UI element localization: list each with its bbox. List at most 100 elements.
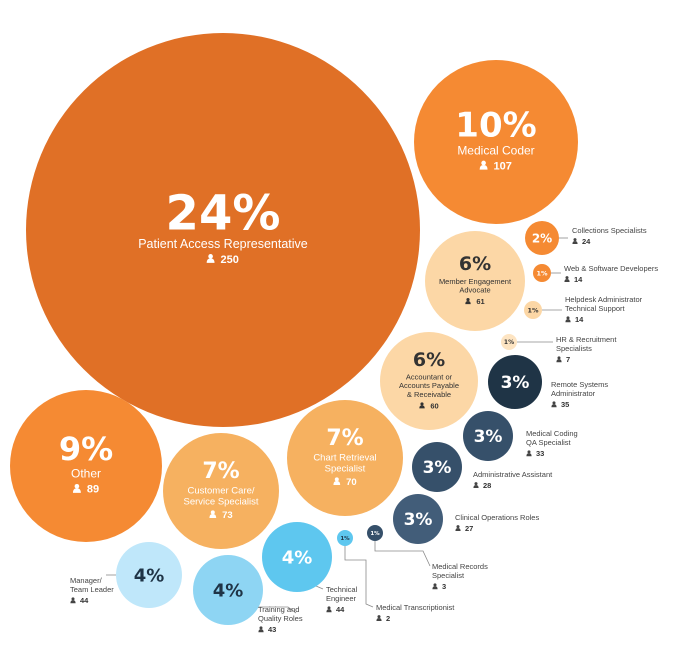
label-collections-specialists-text: Collections Specialists	[572, 226, 647, 235]
bubble-clinical-operations-roles-circle	[393, 494, 443, 544]
bubble-collections-specialists: 2%	[525, 221, 559, 255]
bubble-patient-access-representative-circle	[26, 33, 420, 427]
bubble-training-and-quality-roles: 4%	[193, 555, 263, 625]
label-clinical-operations-roles-count: 27	[465, 524, 473, 533]
bubble-chart-retrieval-specialist-label: Specialist	[325, 463, 366, 474]
bubble-medical-transcriptionist-circle	[337, 530, 353, 546]
bubble-customer-care-service-specialist-percent: 7%	[202, 459, 239, 484]
bubble-medical-coder-percent: 10%	[455, 106, 536, 146]
label-helpdesk-administrator-technical-support-text: Helpdesk Administrator	[565, 295, 643, 304]
label-remote-systems-administrator-count: 35	[561, 400, 569, 409]
bubble-chart-retrieval-specialist-percent: 7%	[326, 426, 363, 451]
bubble-chart-retrieval-specialist-label: Chart Retrieval	[313, 453, 376, 464]
bubble-helpdesk-administrator-technical-support-circle	[524, 301, 542, 319]
bubble-technical-engineer-percent: 4%	[282, 547, 313, 568]
bubble-collections-specialists-percent: 2%	[532, 231, 552, 245]
label-medical-transcriptionist-count: 2	[386, 614, 390, 623]
label-hr-recruitment-specialists-text: Specialists	[556, 344, 592, 353]
label-remote-systems-administrator-text: Administrator	[551, 389, 596, 398]
bubble-patient-access-representative: 24%Patient Access Representative 250	[26, 33, 420, 427]
person-icon	[258, 626, 264, 633]
bubble-web-software-developers-percent: 1%	[536, 269, 548, 277]
bubble-patient-access-representative-count: 250	[221, 254, 239, 266]
person-icon	[70, 597, 76, 604]
person-icon	[455, 525, 461, 531]
label-hr-recruitment-specialists-text: HR & Recruitment	[556, 335, 617, 344]
label-technical-engineer-count: 44	[336, 605, 345, 614]
label-manager-team-leader-text: Manager/	[70, 576, 103, 585]
bubble-hr-recruitment-specialists: 1%	[501, 334, 517, 350]
leader-medical-records-specialist	[374, 541, 431, 567]
bubble-customer-care-service-specialist-label: Service Specialist	[184, 496, 259, 507]
bubble-web-software-developers: 1%	[533, 264, 551, 282]
label-training-and-quality-roles-count: 43	[268, 625, 276, 634]
bubble-hr-recruitment-specialists-percent: 1%	[504, 339, 514, 346]
bubble-accountant-accounts-payable-receivable-percent: 6%	[413, 349, 445, 371]
bubble-helpdesk-administrator-technical-support: 1%	[524, 301, 542, 319]
bubble-member-engagement-advocate-percent: 6%	[459, 253, 491, 275]
label-web-software-developers-count: 14	[574, 275, 583, 284]
label-collections-specialists-count: 24	[582, 237, 591, 246]
bubble-accountant-accounts-payable-receivable-count: 60	[430, 401, 438, 410]
bubble-manager-team-leader: 4%	[116, 542, 182, 608]
label-helpdesk-administrator-technical-support-text: Technical Support	[565, 304, 626, 313]
bubble-administrative-assistant-percent: 3%	[423, 458, 452, 478]
label-training-and-quality-roles-text: Training and	[258, 605, 299, 614]
label-clinical-operations-roles: Clinical Operations Roles 27	[455, 513, 539, 533]
label-medical-transcriptionist: Medical Transcriptionist 2	[376, 603, 455, 623]
bubble-accountant-accounts-payable-receivable-label: & Receivable	[407, 390, 451, 399]
label-administrative-assistant: Administrative Assistant 28	[473, 470, 553, 490]
label-technical-engineer-text: Engineer	[326, 594, 357, 603]
label-technical-engineer-text: Technical	[326, 585, 358, 594]
label-remote-systems-administrator-text: Remote Systems	[551, 380, 608, 389]
bubble-other-circle	[10, 390, 162, 542]
bubble-remote-systems-administrator-circle	[488, 355, 542, 409]
bubble-customer-care-service-specialist-count: 73	[222, 510, 233, 521]
bubble-medical-transcriptionist: 1%	[337, 530, 353, 546]
label-collections-specialists: Collections Specialists 24	[572, 226, 647, 246]
label-helpdesk-administrator-technical-support-count: 14	[575, 315, 584, 324]
bubble-medical-coder-label: Medical Coder	[457, 143, 534, 157]
bubble-medical-coder-count: 107	[494, 160, 512, 172]
leader-training-and-quality-roles	[250, 606, 297, 614]
bubble-chart-retrieval-specialist-count: 70	[346, 477, 357, 488]
bubble-medical-records-specialist-circle	[367, 525, 383, 541]
leader-medical-transcriptionist	[344, 546, 374, 608]
bubble-medical-records-specialist: 1%	[367, 525, 383, 541]
bubble-member-engagement-advocate-label: Member Engagement	[439, 277, 512, 286]
label-hr-recruitment-specialists-count: 7	[566, 355, 570, 364]
bubble-accountant-accounts-payable-receivable-label: Accounts Payable	[399, 381, 459, 390]
person-icon	[565, 316, 571, 323]
bubble-administrative-assistant-circle	[412, 442, 462, 492]
bubble-customer-care-service-specialist-circle	[163, 433, 279, 549]
person-icon	[556, 356, 562, 363]
label-medical-records-specialist-text: Medical Records	[432, 562, 488, 571]
bubble-other-percent: 9%	[59, 430, 113, 468]
person-icon	[564, 276, 570, 282]
label-administrative-assistant-text: Administrative Assistant	[473, 470, 553, 479]
bubble-medical-coding-qa-specialist: 3%	[463, 411, 513, 461]
bubble-other-count: 89	[87, 484, 99, 496]
bubble-customer-care-service-specialist: 7% Customer Care/Service Specialist 73	[163, 433, 279, 549]
label-medical-coding-qa-specialist-text: Medical Coding	[526, 429, 578, 438]
label-administrative-assistant-count: 28	[483, 481, 491, 490]
person-icon	[526, 450, 532, 457]
bubble-patient-access-representative-label: Patient Access Representative	[138, 237, 308, 251]
person-icon	[326, 606, 332, 613]
bubble-clinical-operations-roles: 3%	[393, 494, 443, 544]
bubble-collections-specialists-circle	[525, 221, 559, 255]
person-icon	[572, 238, 578, 244]
bubble-medical-coding-qa-specialist-circle	[463, 411, 513, 461]
bubble-helpdesk-administrator-technical-support-percent: 1%	[527, 306, 539, 314]
bubble-administrative-assistant: 3%	[412, 442, 462, 492]
bubble-technical-engineer-circle	[262, 522, 332, 592]
bubble-clinical-operations-roles-percent: 3%	[404, 510, 433, 530]
bubble-medical-records-specialist-percent: 1%	[370, 531, 380, 537]
bubble-customer-care-service-specialist-label: Customer Care/	[187, 486, 254, 497]
